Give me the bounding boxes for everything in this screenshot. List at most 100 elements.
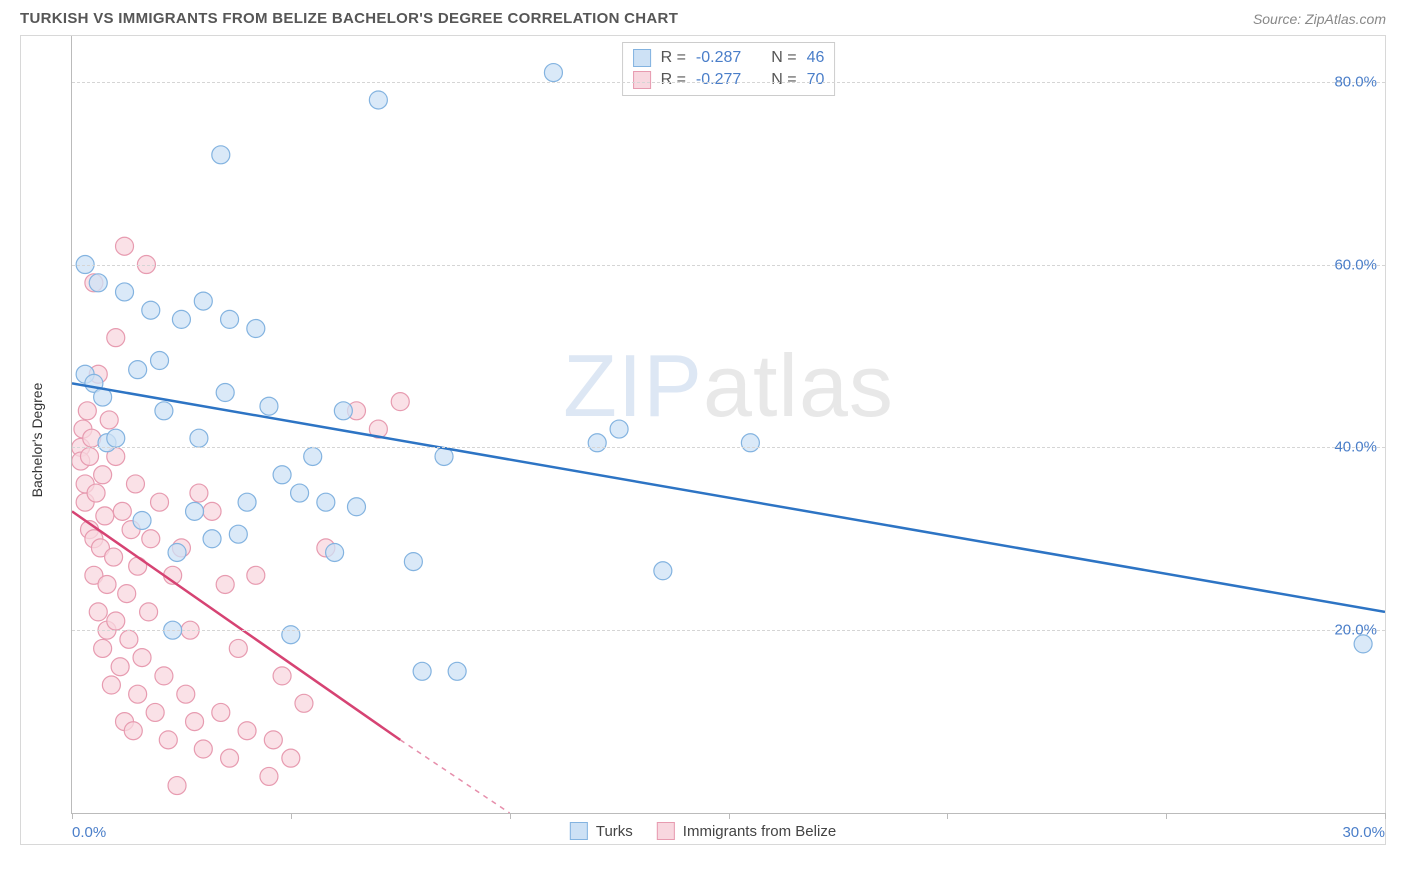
scatter-point — [203, 530, 221, 548]
scatter-point — [100, 411, 118, 429]
y-axis-label: Bachelor's Degree — [29, 383, 45, 498]
scatter-point — [151, 352, 169, 370]
scatter-point — [81, 447, 99, 465]
scatter-point — [186, 713, 204, 731]
scatter-point — [129, 361, 147, 379]
scatter-point — [105, 548, 123, 566]
scatter-point — [273, 466, 291, 484]
gridline — [72, 265, 1385, 266]
scatter-point — [94, 466, 112, 484]
chart-container: Bachelor's Degree ZIPatlas R =-0.287N =4… — [20, 35, 1386, 845]
legend-label: Immigrants from Belize — [683, 823, 836, 840]
scatter-point — [404, 553, 422, 571]
r-value: -0.277 — [696, 71, 741, 89]
scatter-point — [186, 502, 204, 520]
scatter-point — [96, 507, 114, 525]
series-swatch — [633, 71, 651, 89]
scatter-point — [172, 539, 190, 557]
scatter-point — [142, 301, 160, 319]
scatter-point — [89, 365, 107, 383]
scatter-point — [347, 498, 365, 516]
x-tick — [729, 813, 730, 819]
scatter-point — [151, 493, 169, 511]
r-label: R = — [661, 49, 686, 67]
scatter-point — [544, 64, 562, 82]
legend-item: Immigrants from Belize — [657, 822, 836, 840]
scatter-point — [317, 539, 335, 557]
series-swatch — [633, 49, 651, 67]
scatter-point — [282, 626, 300, 644]
x-tick-label: 0.0% — [72, 824, 106, 841]
scatter-point — [413, 662, 431, 680]
scatter-point — [94, 388, 112, 406]
scatter-point — [91, 539, 109, 557]
scatter-point — [610, 420, 628, 438]
scatter-point — [435, 447, 453, 465]
trend-line — [72, 511, 400, 740]
scatter-point — [155, 667, 173, 685]
scatter-point — [142, 530, 160, 548]
n-value: 46 — [807, 49, 825, 67]
scatter-point — [118, 585, 136, 603]
scatter-point — [221, 310, 239, 328]
scatter-point — [168, 543, 186, 561]
scatter-point — [260, 397, 278, 415]
scatter-point — [172, 310, 190, 328]
scatter-point — [229, 639, 247, 657]
scatter-point — [116, 283, 134, 301]
scatter-point — [588, 434, 606, 452]
scatter-point — [194, 292, 212, 310]
legend-item: Turks — [570, 822, 633, 840]
scatter-point — [107, 329, 125, 347]
stats-row: R =-0.287N =46 — [633, 47, 825, 69]
scatter-point — [89, 274, 107, 292]
chart-title: TURKISH VS IMMIGRANTS FROM BELIZE BACHEL… — [20, 10, 678, 27]
y-tick-label: 40.0% — [1334, 439, 1377, 456]
scatter-point — [83, 429, 101, 447]
scatter-point — [448, 662, 466, 680]
scatter-point — [116, 237, 134, 255]
x-tick-label: 30.0% — [1342, 824, 1385, 841]
stats-row: R =-0.277N =70 — [633, 69, 825, 91]
scatter-point — [369, 420, 387, 438]
source-attribution: Source: ZipAtlas.com — [1253, 11, 1386, 27]
scatter-point — [85, 274, 103, 292]
scatter-point — [282, 749, 300, 767]
scatter-point — [304, 447, 322, 465]
legend-label: Turks — [596, 823, 633, 840]
scatter-point — [238, 493, 256, 511]
scatter-point — [133, 649, 151, 667]
x-tick — [72, 813, 73, 819]
scatter-point — [81, 521, 99, 539]
scatter-point — [78, 402, 96, 420]
gridline — [72, 82, 1385, 83]
chart-header: TURKISH VS IMMIGRANTS FROM BELIZE BACHEL… — [0, 0, 1406, 35]
r-label: R = — [661, 71, 686, 89]
n-value: 70 — [807, 71, 825, 89]
scatter-point — [317, 493, 335, 511]
x-tick — [947, 813, 948, 819]
scatter-point — [164, 566, 182, 584]
scatter-point — [102, 676, 120, 694]
scatter-point — [107, 429, 125, 447]
scatter-point — [98, 434, 116, 452]
trend-line — [72, 383, 1385, 612]
scatter-point — [85, 566, 103, 584]
scatter-point — [116, 713, 134, 731]
scatter-point — [194, 740, 212, 758]
scatter-point — [120, 630, 138, 648]
scatter-point — [168, 777, 186, 795]
scatter-point — [212, 146, 230, 164]
scatter-point — [76, 365, 94, 383]
scatter-point — [247, 566, 265, 584]
scatter-point — [124, 722, 142, 740]
y-tick-label: 80.0% — [1334, 73, 1377, 90]
scatter-point — [216, 384, 234, 402]
legend-swatch — [570, 822, 588, 840]
scatter-point — [85, 530, 103, 548]
scatter-point — [229, 525, 247, 543]
scatter-point — [129, 685, 147, 703]
scatter-point — [107, 447, 125, 465]
scatter-point — [159, 731, 177, 749]
gridline — [72, 447, 1385, 448]
